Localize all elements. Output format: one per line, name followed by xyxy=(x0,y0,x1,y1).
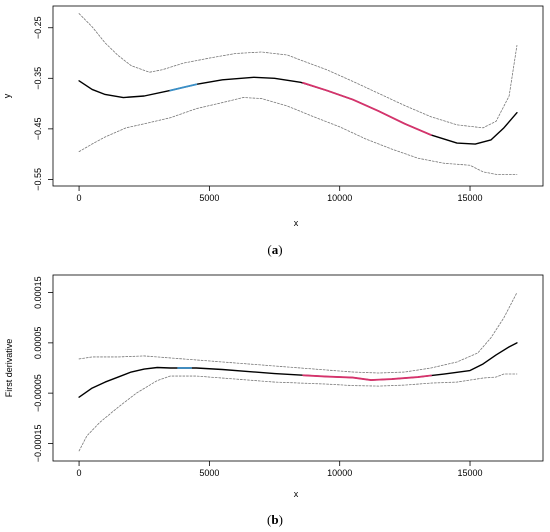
series-increasing-segment xyxy=(169,83,198,92)
series-fit xyxy=(78,76,518,145)
caption-a: (a) xyxy=(267,242,282,257)
x-tick-label: 5000 xyxy=(199,468,219,478)
caption-b: (b) xyxy=(267,512,283,527)
x-tick-label: 5000 xyxy=(199,193,219,203)
series-decreasing-segment xyxy=(302,81,432,136)
x-tick-label: 0 xyxy=(77,468,82,478)
panel-b: 0 5000 10000 15000 0.00015 0.00005 −0.00005 −0… xyxy=(4,274,544,527)
y-axis-title-a: y xyxy=(2,93,12,98)
y-tick-label: −0.55 xyxy=(33,168,43,191)
y-axis-title-b: First derivative xyxy=(4,339,14,398)
y-tick-label: 0.00005 xyxy=(33,327,43,360)
x-tick-label: 10000 xyxy=(327,193,352,203)
series-fit xyxy=(78,342,518,398)
series-layer-a xyxy=(78,13,518,175)
y-tick-label: −0.00015 xyxy=(33,425,43,463)
panel-a: 0 5000 10000 15000 −0.25 −0.35 −0.45 −0.55 x y… xyxy=(2,5,544,257)
x-tick-label: 15000 xyxy=(458,468,483,478)
y-axis-b: 0.00015 0.00005 −0.00005 −0.00015 xyxy=(33,276,53,462)
y-tick-label: −0.25 xyxy=(33,16,43,39)
y-axis-a: −0.25 −0.35 −0.45 −0.55 xyxy=(33,16,53,191)
series-decreasing-segment xyxy=(302,374,432,381)
caption-letter-b: b xyxy=(271,512,278,527)
series-layer-b xyxy=(78,292,518,452)
series-upper-band xyxy=(78,13,518,129)
y-tick-label: −0.00005 xyxy=(33,374,43,412)
x-axis-title-b: x xyxy=(294,489,299,499)
y-tick-label: 0.00015 xyxy=(33,276,43,309)
x-axis-a: 0 5000 10000 15000 xyxy=(77,186,483,203)
x-tick-label: 0 xyxy=(77,193,82,203)
x-axis-title-a: x xyxy=(294,218,299,228)
x-tick-label: 15000 xyxy=(458,193,483,203)
y-tick-label: −0.45 xyxy=(33,117,43,140)
series-upper-band xyxy=(78,292,518,374)
x-axis-b: 0 5000 10000 15000 xyxy=(77,461,483,478)
series-lower-band xyxy=(78,373,518,452)
y-tick-label: −0.35 xyxy=(33,67,43,90)
x-tick-label: 10000 xyxy=(327,468,352,478)
series-lower-band xyxy=(78,97,518,175)
caption-letter-a: a xyxy=(272,242,279,257)
plot-frame-b xyxy=(52,274,544,462)
plot-frame-a xyxy=(52,5,544,187)
